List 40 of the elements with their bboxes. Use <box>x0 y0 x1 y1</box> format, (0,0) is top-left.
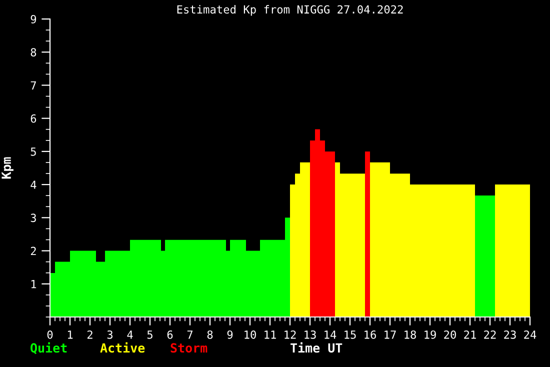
y-axis-title: Kpm <box>2 157 14 179</box>
x-tick-label: 22 <box>484 330 496 339</box>
x-tick-label: 17 <box>384 330 396 339</box>
x-tick-label: 14 <box>324 330 336 339</box>
x-tick-label: 8 <box>207 330 213 339</box>
text: Quiet <box>30 342 67 354</box>
x-tick-label: 5 <box>147 330 152 339</box>
x-tick-label: 0 <box>47 330 53 339</box>
chart-title: Estimated Kp from NIGGG 27.04.2022 <box>177 5 403 16</box>
y-tick-label: 3 <box>30 214 36 222</box>
y-tick-label: 8 <box>30 48 36 57</box>
x-tick-label: 9 <box>227 330 233 339</box>
x-tick-label: 21 <box>464 330 476 339</box>
x-axis-title: Time UT <box>290 342 342 353</box>
y-tick-label: 2 <box>30 246 36 256</box>
y-tick-label: 1 <box>31 280 36 288</box>
x-tick-label: 20 <box>444 330 456 339</box>
text: Active <box>100 342 145 353</box>
x-tick-label: 24 <box>524 330 536 339</box>
x-tick-label: 2 <box>87 330 92 339</box>
x-tick-label: 6 <box>167 330 173 339</box>
x-tick-label: 15 <box>344 330 356 339</box>
x-tick-label: 12 <box>284 330 296 339</box>
x-tick-label: 10 <box>244 330 256 339</box>
x-tick-label: 18 <box>404 330 416 339</box>
x-tick-label: 13 <box>304 330 316 339</box>
text: Storm <box>170 343 208 353</box>
y-tick-label: 7 <box>30 81 36 90</box>
x-tick-label: 11 <box>264 330 276 339</box>
x-tick-label: 23 <box>504 330 516 339</box>
y-tick-label: 9 <box>30 15 36 24</box>
x-tick-label: 4 <box>127 330 133 339</box>
x-tick-label: 1 <box>68 330 73 339</box>
y-tick-label: 5 <box>30 148 36 156</box>
x-tick-label: 3 <box>107 330 113 339</box>
x-tick-label: 16 <box>364 330 376 339</box>
y-tick-label: 6 <box>30 114 36 123</box>
y-tick-label: 4 <box>30 180 36 189</box>
x-tick-label: 7 <box>187 330 193 339</box>
x-tick-label: 19 <box>424 330 436 339</box>
